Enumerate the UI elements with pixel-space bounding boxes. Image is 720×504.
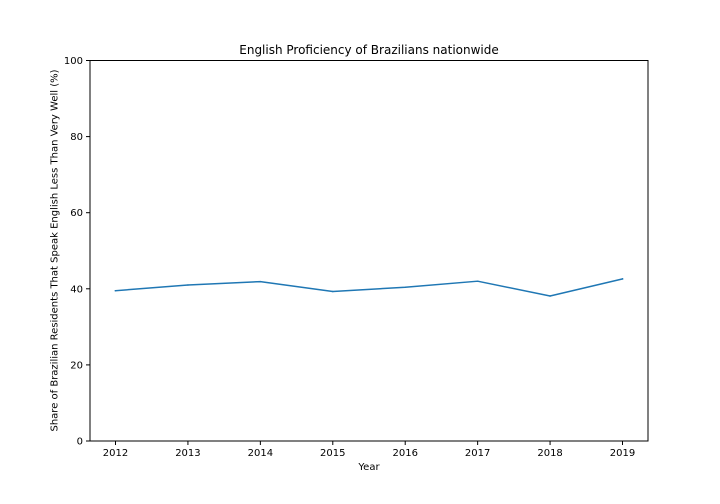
- data-point: [187, 284, 189, 286]
- x-tick-label: 2012: [103, 448, 128, 459]
- data-point: [332, 290, 334, 293]
- x-tick-label: 2019: [610, 448, 635, 459]
- series-group: [114, 278, 624, 297]
- y-tick-label: 100: [64, 56, 83, 67]
- series-line: [114, 278, 624, 297]
- y-tick-label: 0: [77, 437, 83, 448]
- x-tick-label: 2014: [248, 448, 273, 459]
- x-axis-label: Year: [357, 462, 380, 473]
- y-tick-label: 60: [70, 208, 83, 219]
- x-tick-label: 2017: [465, 448, 490, 459]
- y-tick-label: 20: [70, 360, 83, 371]
- data-point: [549, 295, 551, 297]
- y-axis-label: Share of Brazilian Residents That Speak …: [50, 69, 61, 431]
- x-tick-label: 2016: [392, 448, 417, 459]
- chart-title: English Proficiency of Brazilians nation…: [239, 43, 499, 57]
- data-point: [621, 278, 624, 280]
- plot-frame: [89, 60, 649, 442]
- y-tick-label: 40: [70, 284, 83, 295]
- y-tick-label: 80: [70, 132, 83, 143]
- data-point: [259, 280, 262, 283]
- y-axis: 0 20 40 60 80 100: [64, 56, 90, 448]
- data-point: [476, 280, 479, 282]
- x-tick-label: 2013: [175, 448, 200, 459]
- data-point: [404, 286, 406, 289]
- x-tick-label: 2015: [320, 448, 345, 459]
- x-axis: 2012 2013 2014 2015 2016 2017 2018 2019: [103, 441, 635, 459]
- x-tick-label: 2018: [537, 448, 562, 459]
- data-point: [114, 289, 117, 292]
